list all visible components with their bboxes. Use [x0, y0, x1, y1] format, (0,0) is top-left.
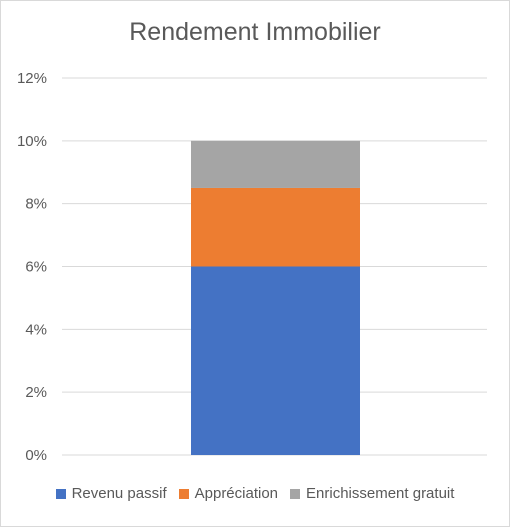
y-tick-label: 6%: [25, 259, 47, 276]
bar-segment-0: [191, 266, 360, 455]
legend-label: Revenu passif: [71, 485, 167, 502]
legend-swatch: [178, 488, 189, 499]
y-tick-label: 0%: [25, 447, 47, 464]
chart-title: Rendement Immobilier: [129, 18, 381, 46]
legend-item: Appréciation: [178, 485, 279, 502]
legend-item: Enrichissement gratuit: [290, 485, 454, 502]
legend-swatch: [55, 488, 66, 499]
legend-swatch: [290, 488, 301, 499]
y-tick-label: 10%: [17, 133, 47, 150]
y-tick-label: 8%: [25, 196, 47, 213]
bar-segment-1: [191, 187, 360, 267]
y-tick-label: 2%: [25, 384, 47, 401]
legend-item: Revenu passif: [55, 485, 167, 502]
legend-label: Appréciation: [194, 485, 279, 502]
y-tick-label: 4%: [25, 321, 47, 338]
legend-label: Enrichissement gratuit: [306, 485, 455, 502]
legend: Revenu passif Appréciation Enrichissement …: [0, 485, 510, 502]
bar-segment-2: [191, 140, 360, 188]
y-tick-label: 12%: [17, 70, 47, 87]
